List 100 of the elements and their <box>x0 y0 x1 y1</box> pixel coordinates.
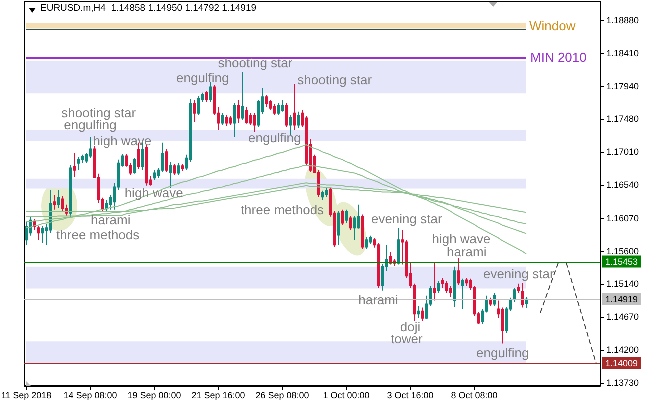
candlestick <box>465 278 468 286</box>
annotation: three methods <box>56 228 140 243</box>
y-tick-label: 1.17480 <box>606 114 640 124</box>
candlestick <box>321 190 324 200</box>
annotation: high wave <box>124 185 184 200</box>
annotation: high wave <box>432 232 491 247</box>
candlestick <box>181 164 184 172</box>
annotation: harami <box>91 212 131 228</box>
candlestick <box>205 90 208 103</box>
candlestick <box>165 148 168 174</box>
y-tick-label: 1.14670 <box>606 312 640 322</box>
candlestick <box>489 297 492 307</box>
candlestick <box>269 99 272 112</box>
y-tick-label: 1.18880 <box>606 15 640 26</box>
candlestick <box>37 226 40 241</box>
candlestick <box>145 144 148 186</box>
annotation: harami <box>447 244 487 260</box>
candlestick <box>293 84 296 131</box>
candlestick <box>229 116 232 126</box>
annotation: harami <box>358 292 398 308</box>
candlestick <box>41 226 44 244</box>
candlestick <box>61 196 64 212</box>
y-tick-label: 1.17940 <box>606 82 640 92</box>
candlestick <box>285 102 288 128</box>
annotation: engulfing <box>176 70 230 86</box>
x-tick-label: 26 Sep 08:00 <box>256 390 310 400</box>
candlestick <box>265 94 268 108</box>
candlestick <box>69 164 72 219</box>
candlestick <box>53 194 56 210</box>
annotation: three methods <box>240 202 324 218</box>
ref-line-label: 1.15453 <box>606 256 638 267</box>
candlestick <box>365 236 368 250</box>
candlestick <box>57 190 60 209</box>
x-tick-label: 21 Sep 16:00 <box>192 390 246 400</box>
ref-line-label: MIN 2010 <box>530 50 587 66</box>
y-tick-label: 1.18410 <box>606 48 640 58</box>
candlestick <box>297 111 300 129</box>
candlestick <box>461 278 464 310</box>
x-tick-label: 8 Oct 08:00 <box>451 390 498 400</box>
candlestick <box>77 156 80 171</box>
candlestick <box>25 221 28 246</box>
candlestick <box>237 99 240 124</box>
band-label: Window <box>530 18 576 34</box>
candlestick <box>437 280 440 294</box>
annotation: engulfing <box>476 345 530 360</box>
candlestick <box>73 152 76 178</box>
candlestick <box>521 282 524 308</box>
candlestick <box>193 99 196 123</box>
annotation: evening star <box>371 212 442 226</box>
annotation: shooting star <box>298 72 372 88</box>
candlestick <box>197 96 200 116</box>
annotation: shooting star <box>218 56 293 70</box>
y-tick-label: 1.15140 <box>606 278 640 289</box>
candlestick <box>245 106 248 124</box>
candlestick <box>241 72 244 121</box>
candlestick <box>169 161 172 189</box>
x-tick-label: 14 Sep 08:00 <box>64 390 118 400</box>
candlestick <box>453 266 456 308</box>
y-tick-label: 1.14200 <box>606 345 640 356</box>
candlestick <box>441 278 444 289</box>
candlestick <box>325 188 328 198</box>
candlestick <box>449 285 452 298</box>
candlestick <box>225 114 228 127</box>
annotation: shooting star <box>62 106 136 121</box>
annotation: evening star <box>483 266 554 282</box>
x-tick-label: 1 Oct 00:00 <box>323 390 370 400</box>
annotation: engulfing <box>248 130 302 146</box>
candlestick <box>153 170 156 181</box>
candlestick <box>277 102 280 116</box>
ref-line-label: 1.14009 <box>606 358 638 369</box>
candlestick <box>133 158 136 174</box>
candlestick <box>345 209 348 224</box>
candlestick <box>445 280 448 294</box>
candlestick <box>281 99 284 112</box>
x-tick-label: 3 Oct 16:00 <box>387 390 434 400</box>
candlestick <box>341 209 344 226</box>
y-tick-label: 1.15600 <box>606 246 640 256</box>
candlestick <box>177 162 180 176</box>
candlestick <box>273 104 276 116</box>
candlestick <box>361 214 364 250</box>
candlestick <box>173 164 176 176</box>
candlestick <box>221 112 224 126</box>
candlestick <box>417 306 420 319</box>
x-tick-label: 19 Sep 00:00 <box>128 390 182 400</box>
candlestick <box>457 258 460 286</box>
annotation: doji <box>400 320 421 334</box>
candlestick <box>397 228 400 266</box>
y-tick-label: 1.13730 <box>606 378 640 388</box>
y-tick-label: 1.16540 <box>606 180 640 190</box>
candlestick <box>433 262 436 302</box>
ref-line-label: 1.14919 <box>606 294 638 304</box>
y-tick-label: 1.17010 <box>606 147 640 158</box>
candlestick <box>253 112 256 133</box>
y-tick-label: 1.16070 <box>606 213 640 224</box>
candlestick <box>349 216 352 231</box>
candlestick <box>105 199 108 212</box>
candlestick <box>337 210 340 246</box>
chart-title: EURUSD.m,H4 1.14858 1.14950 1.14792 1.14919 <box>40 3 257 15</box>
candlestick <box>493 292 496 307</box>
annotation: high wave <box>93 134 152 148</box>
